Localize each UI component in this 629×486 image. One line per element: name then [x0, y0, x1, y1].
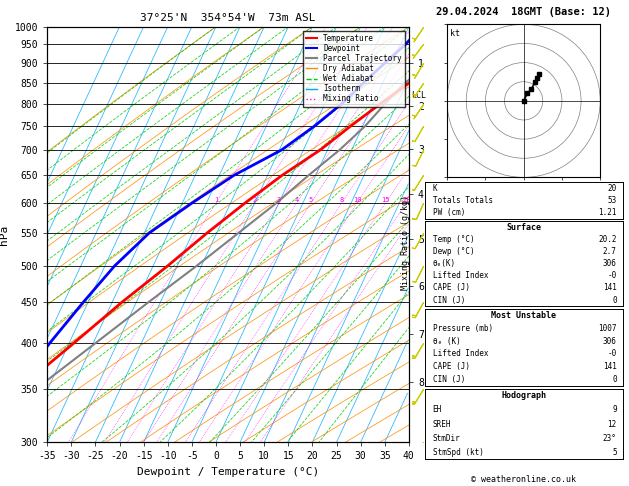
Text: Lifted Index: Lifted Index: [433, 349, 488, 359]
Text: θₑ(K): θₑ(K): [433, 259, 455, 268]
Text: CAPE (J): CAPE (J): [433, 363, 469, 371]
Text: Totals Totals: Totals Totals: [433, 196, 493, 205]
Text: Surface: Surface: [506, 223, 541, 232]
X-axis label: Dewpoint / Temperature (°C): Dewpoint / Temperature (°C): [137, 467, 319, 477]
Text: 2: 2: [253, 197, 257, 203]
Text: CIN (J): CIN (J): [433, 375, 465, 384]
Text: PW (cm): PW (cm): [433, 208, 465, 217]
Text: 20: 20: [608, 184, 617, 193]
Text: Most Unstable: Most Unstable: [491, 311, 556, 320]
Text: StmDir: StmDir: [433, 434, 460, 443]
Text: © weatheronline.co.uk: © weatheronline.co.uk: [471, 474, 576, 484]
Text: 12: 12: [608, 419, 617, 429]
Text: Mixing Ratio (g/kg): Mixing Ratio (g/kg): [401, 195, 410, 291]
Y-axis label: hPa: hPa: [0, 225, 9, 244]
Text: 0: 0: [612, 295, 617, 305]
Text: 5: 5: [612, 448, 617, 457]
Text: 23°: 23°: [603, 434, 617, 443]
Text: 3: 3: [277, 197, 281, 203]
Text: Dewp (°C): Dewp (°C): [433, 247, 474, 256]
Text: 4: 4: [295, 197, 299, 203]
Text: kt: kt: [450, 29, 460, 38]
Text: 306: 306: [603, 259, 617, 268]
Text: 29.04.2024  18GMT (Base: 12): 29.04.2024 18GMT (Base: 12): [436, 7, 611, 17]
Text: θₑ (K): θₑ (K): [433, 336, 460, 346]
Text: Temp (°C): Temp (°C): [433, 235, 474, 244]
Text: 20: 20: [402, 197, 411, 203]
Text: 9: 9: [612, 405, 617, 415]
Text: 306: 306: [603, 336, 617, 346]
Text: 53: 53: [608, 196, 617, 205]
Text: SREH: SREH: [433, 419, 451, 429]
Text: CAPE (J): CAPE (J): [433, 283, 469, 293]
Text: 141: 141: [603, 363, 617, 371]
Text: StmSpd (kt): StmSpd (kt): [433, 448, 483, 457]
Text: 8: 8: [340, 197, 344, 203]
Text: 20.2: 20.2: [598, 235, 617, 244]
Text: 1.21: 1.21: [598, 208, 617, 217]
Text: 2.7: 2.7: [603, 247, 617, 256]
Text: LCL: LCL: [411, 91, 426, 100]
Text: 5: 5: [309, 197, 313, 203]
Text: K: K: [433, 184, 437, 193]
Text: Pressure (mb): Pressure (mb): [433, 324, 493, 332]
Text: Hodograph: Hodograph: [501, 391, 546, 400]
Y-axis label: km
ASL: km ASL: [440, 235, 457, 256]
Text: CIN (J): CIN (J): [433, 295, 465, 305]
Text: 15: 15: [381, 197, 390, 203]
Text: 141: 141: [603, 283, 617, 293]
Title: 37°25'N  354°54'W  73m ASL: 37°25'N 354°54'W 73m ASL: [140, 13, 316, 23]
Legend: Temperature, Dewpoint, Parcel Trajectory, Dry Adiabat, Wet Adiabat, Isotherm, Mi: Temperature, Dewpoint, Parcel Trajectory…: [303, 31, 405, 106]
Text: 1007: 1007: [598, 324, 617, 332]
Text: 1: 1: [214, 197, 218, 203]
Text: 10: 10: [353, 197, 361, 203]
Text: -0: -0: [608, 271, 617, 280]
Text: EH: EH: [433, 405, 442, 415]
Text: Lifted Index: Lifted Index: [433, 271, 488, 280]
Text: 0: 0: [612, 375, 617, 384]
Text: -0: -0: [608, 349, 617, 359]
